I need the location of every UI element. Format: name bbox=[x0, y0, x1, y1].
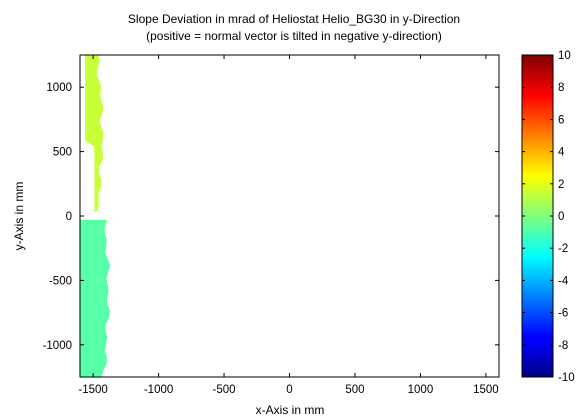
colorbar-tick-label: -2 bbox=[558, 243, 568, 255]
plot-area: -1500 -1000 -500 0 500 1000 1500 -1000 -500 0 500… bbox=[43, 54, 500, 396]
colorbar-ticks: -10 -8 -6 -4 -2 0 2 4 6 8 10 bbox=[522, 50, 575, 384]
facet-lower bbox=[80, 219, 111, 377]
colorbar-tick-label: 8 bbox=[558, 82, 564, 94]
colorbar-gradient bbox=[521, 54, 554, 378]
y-tick-label: 500 bbox=[53, 147, 72, 159]
chart-subtitle: (positive = normal vector is tilted in n… bbox=[146, 29, 442, 43]
chart-title: Slope Deviation in mrad of Heliostat Hel… bbox=[128, 12, 460, 26]
colorbar-tick-label: -6 bbox=[558, 308, 568, 320]
colorbar: -10 -8 -6 -4 -2 0 2 4 6 8 10 bbox=[521, 50, 575, 384]
x-tick-label: 0 bbox=[286, 384, 292, 396]
facet-layer bbox=[80, 55, 111, 377]
y-tick-label: 0 bbox=[66, 211, 72, 223]
x-axis-label: x-Axis in mm bbox=[256, 403, 325, 417]
x-tick-label: 1500 bbox=[473, 384, 499, 396]
colorbar-tick-label: 0 bbox=[558, 211, 564, 223]
y-axis-label: y-Axis in mm bbox=[12, 182, 26, 251]
y-tick-label: 1000 bbox=[46, 82, 72, 94]
colorbar-tick-label: -8 bbox=[558, 340, 568, 352]
facet-upper bbox=[85, 55, 104, 213]
x-tick-label: -500 bbox=[213, 384, 236, 396]
colorbar-tick-label: 6 bbox=[558, 114, 564, 126]
colorbar-tick-label: 4 bbox=[558, 147, 565, 159]
x-tick-label: -1000 bbox=[144, 384, 173, 396]
colorbar-tick-label: -4 bbox=[558, 275, 569, 287]
colorbar-tick-label: 2 bbox=[558, 179, 564, 191]
colorbar-tick-label: 10 bbox=[558, 50, 571, 62]
x-tick-label: -1500 bbox=[78, 384, 107, 396]
y-tick-label: -500 bbox=[49, 275, 72, 287]
colorbar-tick-label: -10 bbox=[558, 372, 575, 384]
plot-background bbox=[80, 55, 499, 377]
y-ticks: -1000 -500 0 500 1000 bbox=[43, 82, 499, 352]
x-tick-label: 1000 bbox=[408, 384, 434, 396]
x-ticks: -1500 -1000 -500 0 500 1000 1500 bbox=[78, 55, 499, 396]
y-tick-label: -1000 bbox=[43, 340, 72, 352]
x-tick-label: 500 bbox=[345, 384, 364, 396]
